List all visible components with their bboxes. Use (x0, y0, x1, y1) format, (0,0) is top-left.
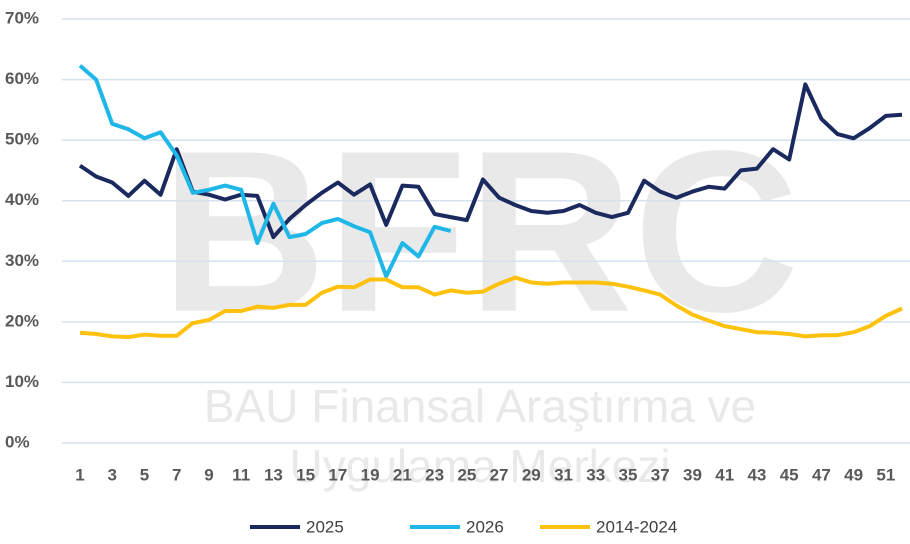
x-tick-label: 41 (715, 465, 734, 484)
x-tick-label: 3 (108, 465, 117, 484)
x-tick-label: 43 (747, 465, 766, 484)
x-tick-label: 39 (683, 465, 702, 484)
x-tick-label: 45 (780, 465, 799, 484)
y-tick-label: 20% (5, 311, 39, 330)
x-tick-label: 5 (140, 465, 149, 484)
x-tick-label: 33 (586, 465, 605, 484)
series-line (78, 82, 903, 240)
watermark-line: Uygulama Merkezi (290, 440, 671, 492)
x-tick-label: 21 (393, 465, 412, 484)
y-tick-label: 40% (5, 190, 39, 209)
x-tick-label: 25 (457, 465, 476, 484)
x-tick-label: 1 (75, 465, 84, 484)
y-tick-label: 70% (5, 8, 39, 27)
x-tick-label: 19 (361, 465, 380, 484)
x-tick-label: 31 (554, 465, 573, 484)
x-tick-label: 35 (619, 465, 638, 484)
y-tick-label: 0% (5, 432, 30, 451)
x-tick-label: 11 (232, 465, 250, 484)
x-tick-label: 23 (425, 465, 444, 484)
watermark-line: BAU Finansal Araştırma ve (204, 380, 756, 432)
y-tick-label: 60% (5, 69, 39, 88)
x-tick-label: 47 (812, 465, 831, 484)
legend-label: 2025 (306, 517, 344, 536)
watermark: BFRC BAU Finansal Araştırma ve Uygulama … (161, 103, 800, 492)
x-tick-label: 27 (490, 465, 509, 484)
legend-label: 2026 (466, 517, 504, 536)
x-tick-label: 49 (844, 465, 863, 484)
x-tick-label: 37 (651, 465, 670, 484)
x-tick-label: 13 (264, 465, 283, 484)
x-tick-label: 51 (876, 465, 895, 484)
y-tick-label: 30% (5, 251, 39, 270)
x-tick-label: 17 (328, 465, 347, 484)
x-tick-label: 7 (172, 465, 181, 484)
legend-label: 2014-2024 (596, 517, 677, 536)
y-tick-label: 10% (5, 372, 39, 391)
x-tick-label: 29 (522, 465, 541, 484)
x-tick-label: 9 (204, 465, 213, 484)
series-line (78, 64, 452, 279)
series-line (79, 275, 903, 339)
y-tick-label: 50% (5, 130, 39, 149)
x-tick-label: 15 (296, 465, 315, 484)
watermark-logo: BFRC (161, 103, 800, 360)
